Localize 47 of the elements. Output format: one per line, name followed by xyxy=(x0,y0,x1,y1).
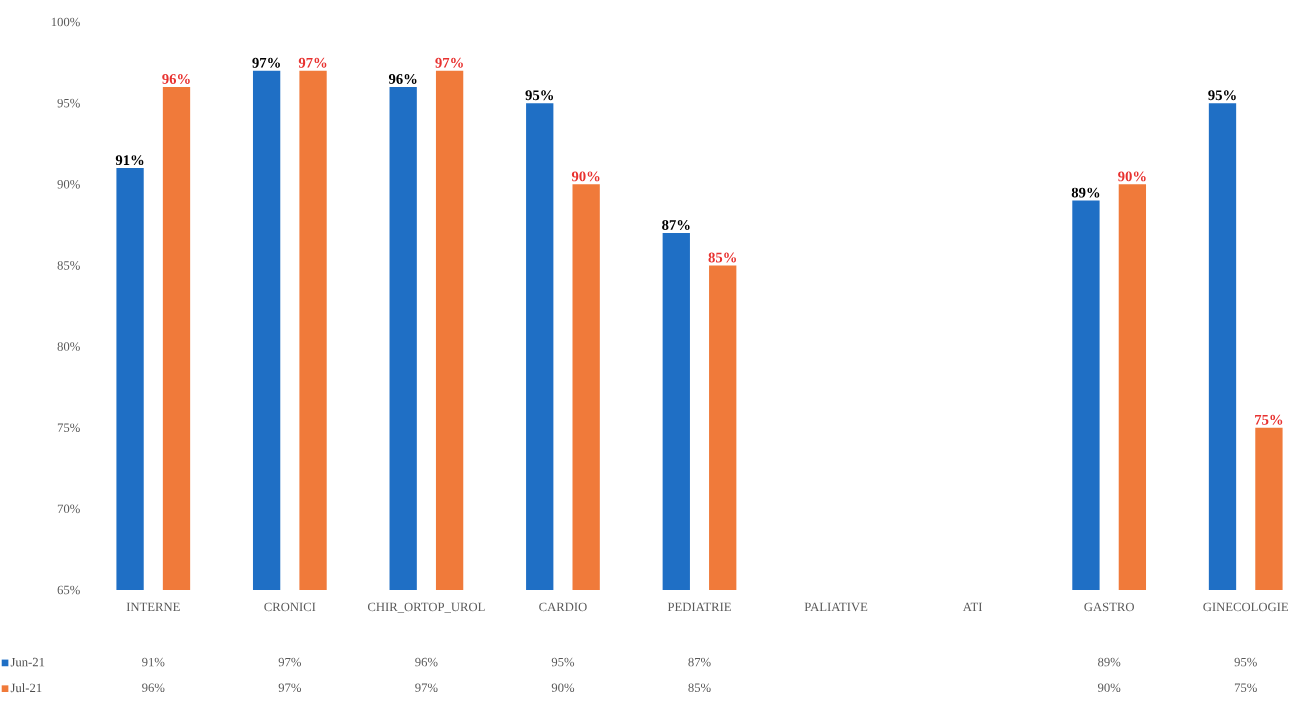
legend-label: Jul-21 xyxy=(10,683,42,693)
x-tick-label: CARDIO xyxy=(539,602,587,612)
data-label: 90% xyxy=(551,683,575,692)
x-tick-label: PALIATIVE xyxy=(804,602,868,612)
data-label: 89% xyxy=(1098,657,1121,667)
data-label: 95% xyxy=(551,657,575,667)
y-tick-label: 65% xyxy=(57,585,80,595)
y-tick-label: 95% xyxy=(57,98,80,108)
data-label: 95% xyxy=(1234,657,1257,667)
x-tick-label: PEDIATRIE xyxy=(667,602,731,612)
text: 90% xyxy=(571,171,600,182)
data-label: 75% xyxy=(1234,683,1257,692)
text: 90% xyxy=(1118,171,1146,182)
x-tick-label: CRONICI xyxy=(264,602,316,612)
data-label: 87% xyxy=(688,657,711,667)
text: 87% xyxy=(662,220,690,231)
text: 97% xyxy=(435,57,463,68)
data-label: 96% xyxy=(142,683,165,692)
y-tick-label: 85% xyxy=(57,261,80,270)
y-tick-label: 80% xyxy=(57,342,80,351)
legend-label: Jun-21 xyxy=(10,657,45,667)
text: 91% xyxy=(115,155,144,166)
y-tick-label: 90% xyxy=(57,179,80,189)
data-label: 97% xyxy=(278,683,302,692)
text: 95% xyxy=(525,90,554,101)
y-tick-label: 75% xyxy=(57,423,80,432)
x-tick-label: GASTRO xyxy=(1084,602,1134,612)
data-label: 90% xyxy=(1097,683,1121,692)
text: 96% xyxy=(162,74,190,84)
text: 97% xyxy=(252,57,280,68)
text: 95% xyxy=(1208,90,1236,101)
data-label: 96% xyxy=(415,657,438,667)
x-tick-label: ATI xyxy=(962,602,983,612)
x-tick-label: GINECOLOGIE xyxy=(1203,602,1288,612)
y-tick-label: 100% xyxy=(51,17,80,27)
data-label: 97% xyxy=(278,657,302,667)
text: 89% xyxy=(1071,187,1100,198)
y-tick-label: 70% xyxy=(57,504,80,514)
text: 96% xyxy=(388,74,417,84)
data-label: 91% xyxy=(142,657,165,667)
text: 75% xyxy=(1255,414,1283,425)
x-tick-label: CHIR_ORTOP_UROL xyxy=(367,602,485,613)
x-tick-label: INTERNE xyxy=(126,602,180,611)
data-label: 97% xyxy=(415,683,438,692)
text: 85% xyxy=(708,252,736,263)
text: 97% xyxy=(298,57,327,68)
data-label: 85% xyxy=(688,683,711,692)
